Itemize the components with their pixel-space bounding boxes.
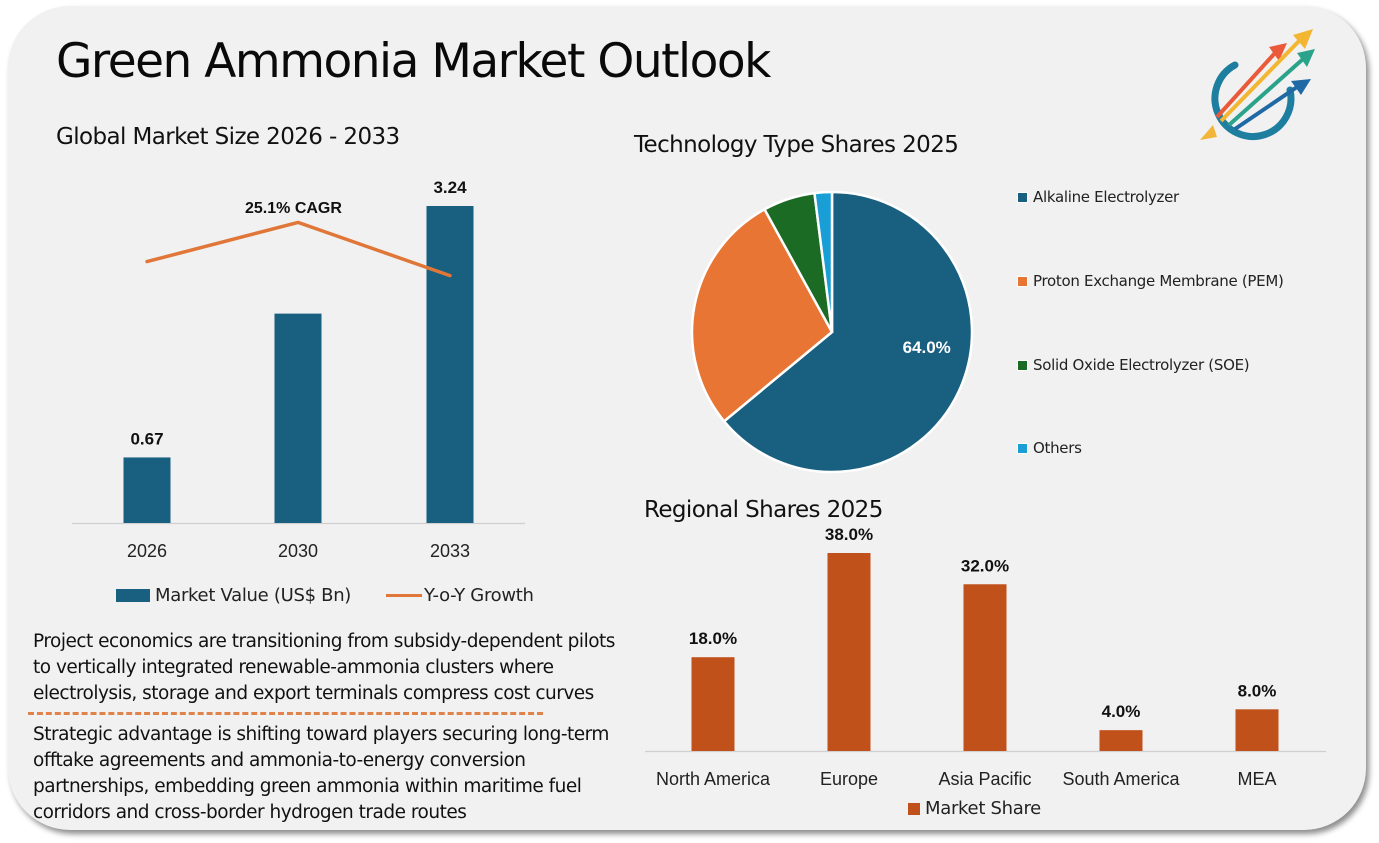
market-size-chart: 0.67 2026 2030 3.24 2033 — [72, 178, 525, 561]
x-tick-south-america: South America — [1062, 769, 1180, 789]
legend-market-share: Market Share — [908, 798, 1041, 819]
legend-market-value: Market Value (US$ Bn) — [116, 585, 351, 606]
legend-swatch — [1017, 442, 1028, 454]
data-label-south-america: 4.0% — [1102, 702, 1141, 721]
data-label-asia-pacific: 32.0% — [961, 556, 1009, 575]
insight-paragraph-2: Strategic advantage is shifting toward p… — [33, 724, 609, 823]
legend-yoy-growth-label: Y-o-Y Growth — [424, 585, 534, 606]
cagr-annotation: 25.1% CAGR — [245, 200, 342, 217]
yoy-growth-line — [145, 220, 452, 278]
legend-swatch-bar — [116, 589, 150, 602]
bar-north-america — [691, 657, 735, 751]
pie-slice-others — [813, 190, 834, 333]
insight-paragraph-1: Project economics are transitioning from… — [33, 631, 615, 704]
legend-label: Others — [1033, 439, 1082, 457]
data-label-north-america: 18.0% — [689, 629, 737, 648]
legend-item-solid-oxide-electrolyzer-soe-: Solid Oxide Electrolyzer (SOE) — [1017, 356, 1250, 374]
legend-label: Proton Exchange Membrane (PEM) — [1033, 272, 1284, 290]
rising-arrows-logo-icon — [1200, 29, 1315, 140]
data-label-2033: 3.24 — [433, 178, 467, 197]
legend-swatch — [1017, 275, 1028, 287]
legend-label: Solid Oxide Electrolyzer (SOE) — [1033, 356, 1250, 374]
bar-2033 — [426, 206, 474, 523]
legend-swatch-line — [386, 594, 422, 597]
pie-data-label: 64.0% — [903, 338, 951, 357]
x-tick-mea: MEA — [1237, 769, 1276, 789]
bar-europe — [827, 553, 871, 751]
x-tick-2030: 2030 — [278, 541, 318, 561]
bar-2030 — [274, 313, 322, 523]
dashed-divider — [28, 712, 543, 715]
technology-pie-chart: 64.0% — [690, 190, 974, 474]
legend-market-share-label: Market Share — [925, 798, 1041, 819]
data-label-mea: 8.0% — [1238, 681, 1277, 700]
data-label-europe: 38.0% — [825, 525, 873, 544]
market-size-subtitle: Global Market Size 2026 - 2033 — [56, 124, 400, 150]
legend-item-proton-exchange-membrane-pem-: Proton Exchange Membrane (PEM) — [1017, 272, 1284, 290]
legend-swatch — [1017, 359, 1028, 371]
legend-market-value-label: Market Value (US$ Bn) — [155, 585, 352, 606]
legend-swatch-region — [908, 802, 920, 815]
x-tick-asia-pacific: Asia Pacific — [938, 769, 1031, 789]
legend-item-others: Others — [1017, 439, 1082, 457]
pie-slice-alkaline-electrolyzer — [722, 190, 974, 474]
legend-item-alkaline-electrolyzer: Alkaline Electrolyzer — [1017, 188, 1179, 206]
legend-yoy-growth: Y-o-Y Growth — [386, 585, 534, 606]
legend-label: Alkaline Electrolyzer — [1033, 188, 1179, 206]
x-tick-2033: 2033 — [430, 541, 470, 561]
bar-mea — [1235, 709, 1279, 751]
x-tick-north-america: North America — [656, 769, 771, 789]
regional-subtitle: Regional Shares 2025 — [644, 497, 883, 523]
page-title: Green Ammonia Market Outlook — [56, 34, 771, 89]
technology-subtitle: Technology Type Shares 2025 — [634, 132, 959, 158]
legend-swatch — [1017, 191, 1028, 203]
bar-south-america — [1099, 730, 1143, 751]
bar-asia-pacific — [963, 584, 1007, 751]
pie-slice-proton-exchange-membrane-pem- — [690, 207, 834, 423]
x-tick-2026: 2026 — [127, 541, 167, 561]
data-label-2026: 0.67 — [130, 429, 163, 448]
x-tick-europe: Europe — [820, 769, 878, 789]
dashboard-card — [8, 6, 1366, 830]
bar-2026 — [123, 457, 171, 523]
